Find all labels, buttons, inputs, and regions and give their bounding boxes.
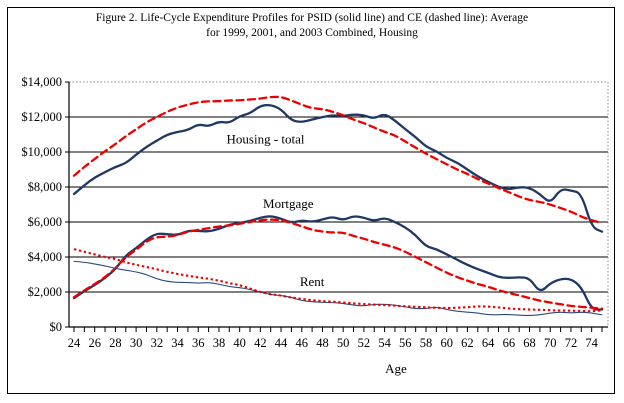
- series-lines: [72, 95, 604, 317]
- x-tick-label: 36: [192, 336, 205, 350]
- x-tick-label: 26: [88, 336, 101, 350]
- x-tick-label: 66: [503, 336, 516, 350]
- chart-title: Figure 2. Life-Cycle Expenditure Profile…: [0, 11, 624, 41]
- axes: [65, 81, 608, 328]
- x-tick-label: 38: [213, 336, 226, 350]
- y-tick-label: $8,000: [28, 180, 62, 194]
- x-tick-label: 56: [399, 336, 412, 350]
- x-axis-ticks: [73, 327, 603, 332]
- x-tick-label: 64: [482, 336, 495, 350]
- series-line: [72, 215, 604, 311]
- x-tick-label: 60: [440, 336, 453, 350]
- series-label-rent: Rent: [300, 274, 325, 289]
- x-axis-title: Age: [385, 361, 407, 376]
- y-axis-labels: $0 $2,000 $4,000 $6,000 $8,000 $10,000 $12,000…: [21, 75, 62, 334]
- x-tick-label: 44: [275, 336, 288, 350]
- x-tick-label: 54: [378, 336, 391, 350]
- y-tick-label: $0: [50, 320, 63, 334]
- x-tick-label: 58: [420, 336, 433, 350]
- x-tick-label: 50: [337, 336, 350, 350]
- y-tick-label: $14,000: [21, 75, 62, 89]
- x-tick-label: 30: [130, 336, 143, 350]
- x-tick-label: 24: [68, 336, 81, 350]
- x-axis-labels: 24 26 28 30 32 34 36 38 40 42 44 46 48 50 52 54 56 58 60 62…: [68, 336, 599, 350]
- x-tick-label: 46: [296, 336, 309, 350]
- series-line: [72, 95, 604, 225]
- figure-border: [7, 7, 615, 394]
- chart-title-line1: Figure 2. Life-Cycle Expenditure Profile…: [95, 12, 529, 24]
- x-tick-label: 70: [544, 336, 557, 350]
- x-tick-label: 34: [171, 336, 184, 350]
- x-tick-label: 72: [565, 336, 578, 350]
- x-tick-label: 74: [585, 336, 598, 350]
- series-line: [73, 248, 603, 313]
- y-tick-label: $6,000: [28, 215, 62, 229]
- x-tick-label: 48: [316, 336, 329, 350]
- series-line: [72, 103, 604, 233]
- y-tick-label: $12,000: [21, 110, 62, 124]
- series-label-mortgage: Mortgage: [263, 196, 314, 211]
- x-tick-label: 40: [233, 336, 246, 350]
- x-tick-label: 28: [109, 336, 122, 350]
- x-tick-label: 52: [358, 336, 371, 350]
- series-line: [72, 218, 604, 310]
- y-tick-label: $10,000: [21, 145, 62, 159]
- x-tick-label: 62: [461, 336, 474, 350]
- x-tick-label: 32: [151, 336, 164, 350]
- x-tick-label: 68: [523, 336, 536, 350]
- series-line: [73, 260, 603, 317]
- gridlines: [69, 81, 609, 327]
- series-label-housing-total: Housing - total: [227, 131, 305, 146]
- chart-title-line2: for 1999, 2001, and 2003 Combined, Housi…: [206, 27, 418, 39]
- x-tick-label: 42: [254, 336, 267, 350]
- y-tick-label: $2,000: [28, 285, 62, 299]
- y-tick-label: $4,000: [28, 250, 62, 264]
